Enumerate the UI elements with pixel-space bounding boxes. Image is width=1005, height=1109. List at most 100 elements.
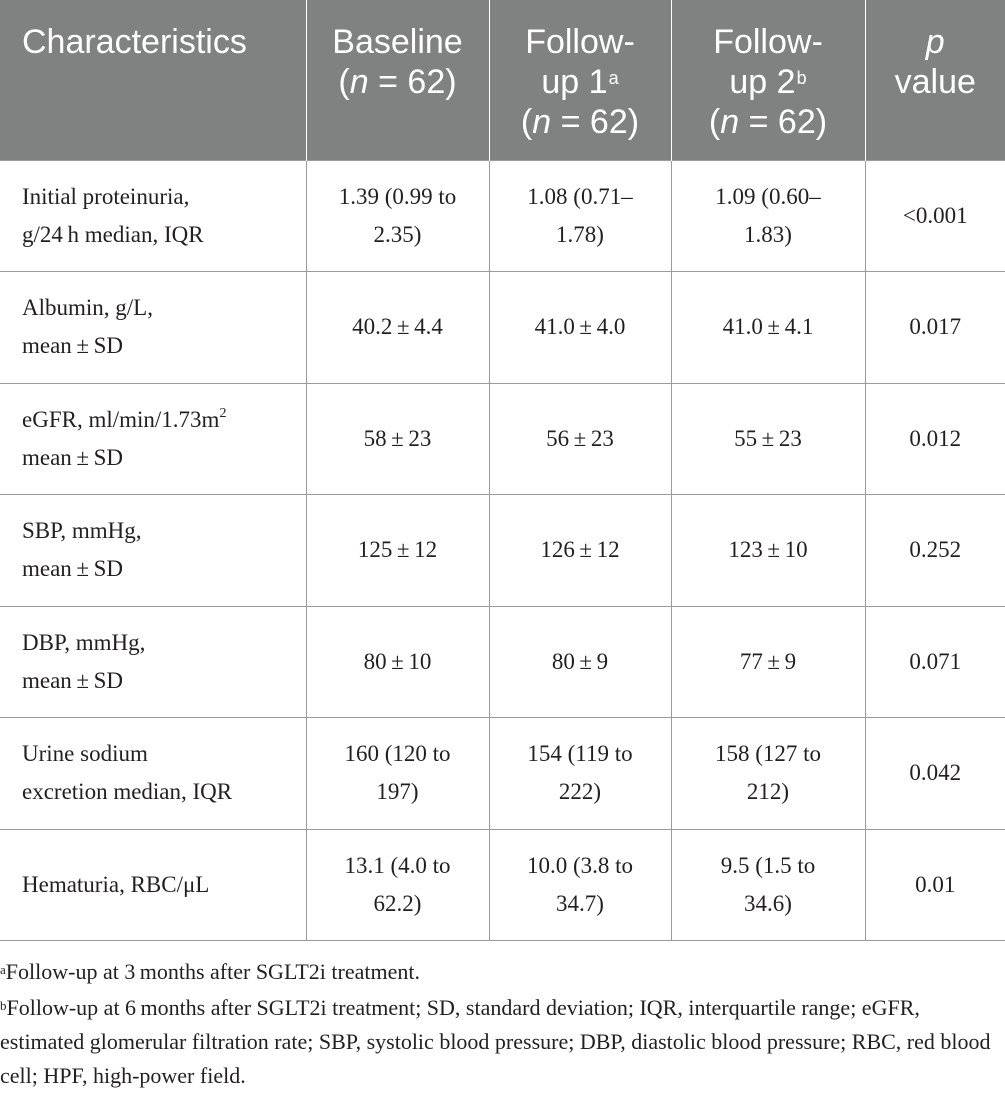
footnote-b-marker: b bbox=[0, 998, 7, 1013]
cell-baseline: 40.2 ± 4.4 bbox=[305, 271, 490, 384]
footnote-a-marker: a bbox=[0, 962, 6, 977]
row-label-line-1: eGFR, ml/min/1.73m bbox=[22, 406, 220, 432]
table-row: SBP, mmHg, mean ± SD 125 ± 12 126 ± 12 123 ±… bbox=[0, 494, 1005, 607]
cell-baseline: 125 ± 12 bbox=[305, 494, 490, 607]
cell-value-line: 123 ± 10 bbox=[728, 537, 808, 563]
cell-follow-up-1: 10.0 (3.8 to 34.7) bbox=[488, 828, 672, 941]
p-value-text: 0.017 bbox=[909, 314, 962, 340]
characteristics-table: Characteristics Baseline (n = 62) Follow… bbox=[0, 0, 1005, 941]
row-label-line-2: mean ± SD bbox=[22, 333, 124, 359]
cell-follow-up-2: 123 ± 10 bbox=[670, 494, 866, 607]
cell-follow-up-1: 41.0 ± 4.0 bbox=[488, 271, 672, 384]
row-label-line-1: Albumin, g/L, bbox=[22, 295, 153, 321]
cell-p-value: 0.017 bbox=[864, 271, 1005, 384]
cell-value-line: 10.0 (3.8 to bbox=[526, 852, 634, 878]
header-baseline-label: Baseline bbox=[332, 23, 463, 61]
cell-p-value: 0.042 bbox=[864, 717, 1005, 830]
cell-baseline: 80 ± 10 bbox=[305, 605, 490, 718]
cell-value-line: 160 (120 to bbox=[344, 741, 451, 767]
cell-value-line: 80 ± 10 bbox=[363, 648, 432, 674]
p-value-text: 0.071 bbox=[909, 648, 962, 674]
p-value-text: 0.012 bbox=[909, 425, 962, 451]
p-value-text: <0.001 bbox=[902, 202, 968, 228]
cell-value-line: 58 ± 23 bbox=[363, 425, 432, 451]
row-label-line-2: mean ± SD bbox=[22, 556, 124, 582]
cell-value-line: 80 ± 9 bbox=[551, 648, 609, 674]
cell-p-value: 0.252 bbox=[864, 494, 1005, 607]
row-label-line-1: Initial proteinuria, bbox=[22, 183, 190, 209]
footnote-marker-b: b bbox=[796, 68, 807, 88]
cell-value-line: 13.1 (4.0 to bbox=[344, 852, 451, 878]
cell-p-value: <0.001 bbox=[864, 159, 1005, 272]
row-label: Albumin, g/L, mean ± SD bbox=[0, 271, 307, 384]
row-label-superscript: 2 bbox=[219, 405, 227, 421]
header-p-label: p bbox=[925, 23, 945, 61]
header-follow-up-2-n: (n = 62) bbox=[708, 103, 828, 141]
row-label-line-2: mean ± SD bbox=[22, 667, 124, 693]
header-characteristics-label: Characteristics bbox=[22, 23, 247, 61]
row-label-line-2: mean ± SD bbox=[22, 444, 124, 470]
header-value-label: value bbox=[894, 63, 976, 101]
header-follow-up-1-n: (n = 62) bbox=[520, 103, 640, 141]
cell-value-line: 34.7) bbox=[556, 890, 604, 916]
cell-value-line: 9.5 (1.5 to bbox=[720, 852, 816, 878]
cell-value-line: 125 ± 12 bbox=[357, 537, 438, 563]
cell-value-line: 2.35) bbox=[373, 221, 422, 247]
cell-value-line: 34.6) bbox=[744, 890, 792, 916]
cell-value-line: 126 ± 12 bbox=[540, 537, 620, 563]
footnote-b-text: Follow-up at 6 months after SGLT2i treat… bbox=[0, 995, 991, 1088]
table-row: Albumin, g/L, mean ± SD 40.2 ± 4.4 41.0 ± 4… bbox=[0, 271, 1005, 384]
cell-value-line: 55 ± 23 bbox=[734, 425, 802, 451]
cell-value-line: 77 ± 9 bbox=[739, 648, 797, 674]
table-row: Initial proteinuria, g/24 h median, IQR 1.… bbox=[0, 159, 1005, 272]
cell-p-value: 0.01 bbox=[864, 828, 1005, 941]
row-label-line-1: Urine sodium bbox=[22, 741, 148, 767]
row-label: Hematuria, RBC/μL bbox=[0, 828, 307, 941]
cell-value-line: 222) bbox=[558, 779, 602, 805]
p-value-text: 0.01 bbox=[915, 871, 956, 897]
cell-value-line: 41.0 ± 4.1 bbox=[722, 314, 814, 340]
cell-follow-up-2: 9.5 (1.5 to 34.6) bbox=[670, 828, 866, 941]
table-footnotes: aFollow-up at 3 months after SGLT2i trea… bbox=[0, 955, 1005, 1093]
cell-value-line: 62.2) bbox=[373, 890, 422, 916]
row-label-line-2: excretion median, IQR bbox=[22, 779, 233, 805]
header-follow-up-2: Follow- up 2b (n = 62) bbox=[671, 0, 866, 160]
cell-follow-up-1: 80 ± 9 bbox=[488, 605, 672, 718]
header-follow-up-1: Follow- up 1a (n = 62) bbox=[489, 0, 672, 160]
footnote-marker-a: a bbox=[608, 68, 619, 88]
header-follow-up-2-label: Follow- bbox=[713, 23, 823, 61]
cell-follow-up-2: 158 (127 to 212) bbox=[670, 717, 866, 830]
cell-value-line: 1.09 (0.60– bbox=[715, 183, 821, 209]
table-row: Hematuria, RBC/μL 13.1 (4.0 to 62.2) 10.0 (… bbox=[0, 828, 1005, 941]
cell-value-line: 1.08 (0.71– bbox=[527, 183, 633, 209]
cell-follow-up-2: 55 ± 23 bbox=[670, 382, 866, 495]
table-row: Urine sodium excretion median, IQR 160 (12… bbox=[0, 717, 1005, 830]
cell-value-line: 41.0 ± 4.0 bbox=[534, 314, 626, 340]
cell-baseline: 160 (120 to 197) bbox=[305, 717, 490, 830]
row-label: Initial proteinuria, g/24 h median, IQR bbox=[0, 159, 307, 272]
row-label: eGFR, ml/min/1.73m2 mean ± SD bbox=[0, 382, 307, 495]
p-value-text: 0.252 bbox=[909, 537, 962, 563]
header-follow-up-1-label: Follow- bbox=[525, 23, 635, 61]
cell-value-line: 154 (119 to bbox=[527, 741, 633, 767]
row-label: SBP, mmHg, mean ± SD bbox=[0, 494, 307, 607]
cell-follow-up-1: 1.08 (0.71– 1.78) bbox=[488, 159, 672, 272]
row-label-line-1: SBP, mmHg, bbox=[22, 518, 142, 544]
cell-value-line: 212) bbox=[746, 779, 790, 805]
cell-value-line: 158 (127 to bbox=[714, 741, 822, 767]
footnote-a-text: Follow-up at 3 months after SGLT2i treat… bbox=[5, 959, 420, 984]
row-label-line-1: DBP, mmHg, bbox=[22, 629, 146, 655]
cell-p-value: 0.071 bbox=[864, 605, 1005, 718]
header-characteristics: Characteristics bbox=[0, 0, 307, 160]
header-baseline: Baseline (n = 62) bbox=[306, 0, 490, 160]
cell-follow-up-2: 77 ± 9 bbox=[670, 605, 866, 718]
cell-follow-up-1: 126 ± 12 bbox=[488, 494, 672, 607]
cell-value-line: 1.39 (0.99 to bbox=[338, 183, 457, 209]
footnote-a: aFollow-up at 3 months after SGLT2i trea… bbox=[0, 955, 1005, 989]
header-follow-up-1-label-2: up 1a bbox=[541, 63, 619, 101]
cell-value-line: 40.2 ± 4.4 bbox=[352, 314, 443, 340]
cell-follow-up-1: 56 ± 23 bbox=[488, 382, 672, 495]
row-label: Urine sodium excretion median, IQR bbox=[0, 717, 307, 830]
cell-baseline: 58 ± 23 bbox=[305, 382, 490, 495]
cell-follow-up-2: 41.0 ± 4.1 bbox=[670, 271, 866, 384]
